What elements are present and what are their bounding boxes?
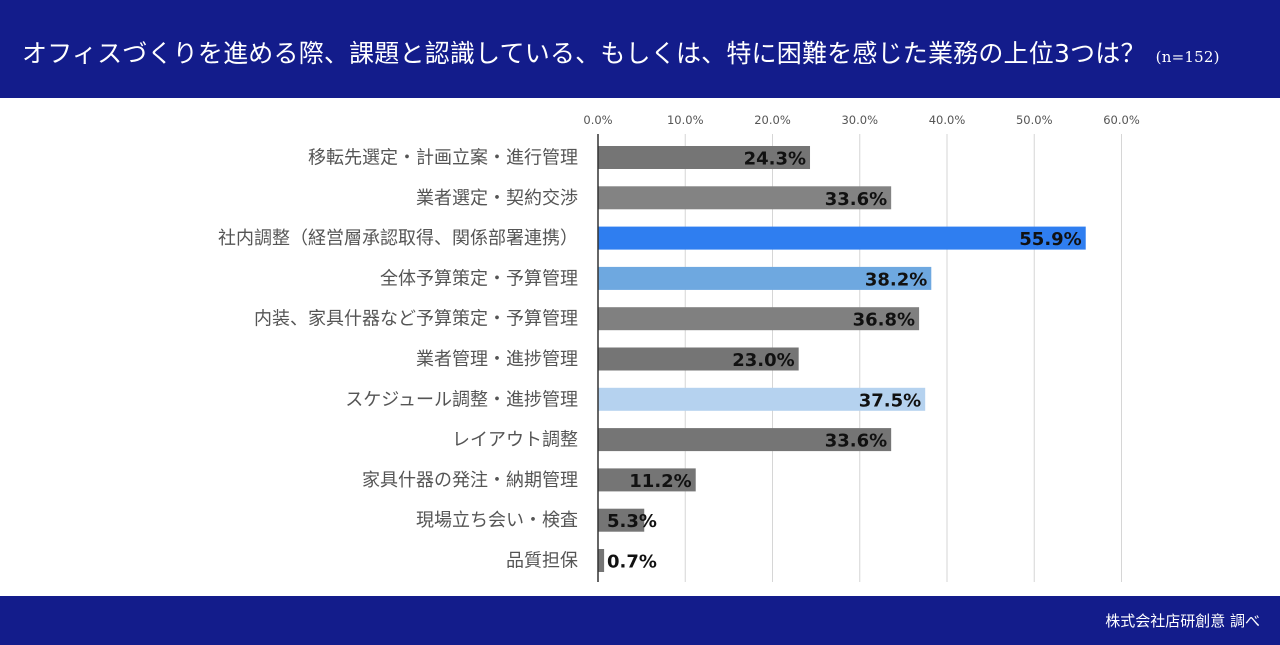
bar (598, 347, 799, 371)
title-text: オフィスづくりを進める際、課題と認識している、もしくは、特に困難を感じた業務の上… (22, 39, 1146, 68)
category-label: 内装、家具什器など予算策定・予算管理 (254, 309, 578, 330)
data-label: 5.3% (607, 511, 657, 532)
category-label: 全体予算策定・予算管理 (380, 268, 578, 289)
data-label: 33.6% (825, 431, 887, 452)
source-credit: 株式会社店研創意 調べ (1105, 612, 1260, 630)
bar (598, 186, 892, 210)
data-label: 33.6% (825, 189, 887, 210)
bar (598, 428, 892, 452)
bar (598, 146, 811, 169)
data-label: 37.5% (859, 390, 921, 411)
bar (598, 307, 920, 331)
bar (598, 387, 926, 411)
category-label: レイアウト調整 (452, 430, 578, 451)
x-tick-label: 60.0% (1103, 113, 1140, 127)
data-label: 55.9% (1019, 229, 1081, 250)
footer-bar: 株式会社店研創意 調べ (0, 596, 1280, 645)
bar (598, 226, 1086, 250)
x-tick-label: 50.0% (1016, 113, 1053, 127)
page-title: オフィスづくりを進める際、課題と認識している、もしくは、特に困難を感じた業務の上… (22, 34, 1220, 70)
x-tick-label: 10.0% (667, 113, 704, 127)
data-label: 11.2% (629, 471, 691, 492)
data-label: 38.2% (865, 269, 927, 290)
category-label: 家具什器の発注・納期管理 (362, 470, 578, 491)
x-tick-label: 40.0% (929, 113, 966, 127)
category-label: 現場立ち会い・検査 (416, 510, 578, 531)
data-label: 36.8% (853, 310, 915, 331)
x-tick-label: 0.0% (583, 113, 612, 127)
bar (598, 508, 645, 532)
header-bar: オフィスづくりを進める際、課題と認識している、もしくは、特に困難を感じた業務の上… (0, 0, 1280, 98)
category-label: スケジュール調整・進捗管理 (345, 389, 578, 410)
x-tick-label: 30.0% (841, 113, 878, 127)
sample-size-label: (n=152) (1155, 48, 1220, 66)
bar (598, 468, 696, 492)
data-label: 0.7% (607, 552, 657, 573)
category-label: 業者管理・進捗管理 (416, 349, 578, 370)
category-label: 移転先選定・計画立案・進行管理 (308, 148, 578, 169)
bar-chart: 0.0% 10.0% 20.0% 30.0% 40.0% 50.0% 60.0% 移転先選定・… (218, 113, 1140, 582)
category-label: 品質担保 (506, 551, 578, 572)
data-label: 23.0% (732, 350, 794, 371)
x-tick-label: 20.0% (754, 113, 791, 127)
data-label: 24.3% (744, 149, 806, 170)
bar (598, 549, 605, 572)
category-label: 業者選定・契約交渉 (416, 188, 578, 209)
category-label: 社内調整（経営層承認取得、関係部署連携） (218, 228, 578, 249)
bar (598, 266, 932, 290)
